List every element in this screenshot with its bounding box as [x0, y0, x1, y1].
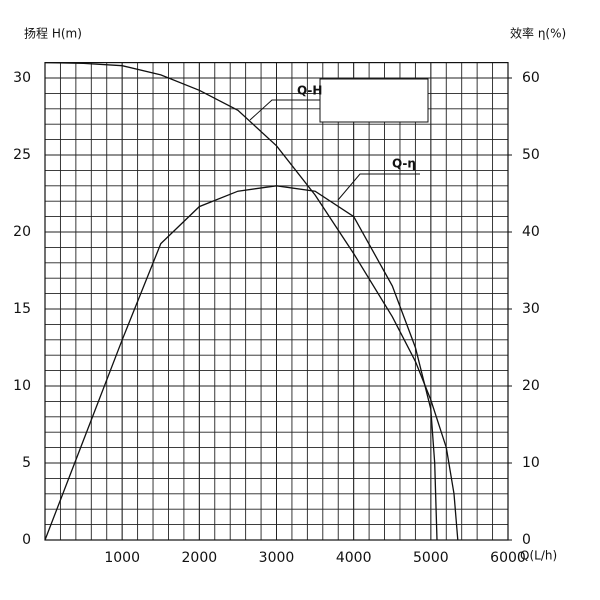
y2-tick-label: 0 [522, 532, 531, 548]
x-tick-label: 3000 [259, 550, 295, 566]
blank-box [319, 78, 429, 123]
leader-line [337, 173, 420, 201]
x-tick-label: 4000 [336, 550, 372, 566]
x-tick-label: 1000 [104, 550, 140, 566]
series-line [44, 61, 459, 541]
y-axis-label: 扬程 H(m) [24, 26, 82, 41]
series-label: Q-H [297, 84, 322, 98]
x-tick-label: 5000 [413, 550, 449, 566]
x-tick-label: 2000 [182, 550, 218, 566]
series-line [44, 185, 438, 541]
y2-tick-label: 60 [522, 70, 540, 86]
leader-line [249, 99, 320, 121]
grid [44, 62, 509, 541]
y2-tick-label: 40 [522, 224, 540, 240]
y-tick-label: 25 [13, 147, 31, 163]
y2-axis-label: 效率 η(%) [510, 26, 566, 41]
plot-border [44, 61, 509, 541]
y-tick-label: 20 [13, 224, 31, 240]
y2-tick-label: 20 [522, 378, 540, 394]
y-tick-label: 15 [13, 301, 31, 317]
y-tick-label: 30 [13, 70, 31, 86]
x-axis-label: Q(L/h) [520, 549, 557, 563]
y2-tick-label: 10 [522, 455, 540, 471]
y-tick-label: 0 [22, 532, 31, 548]
x-tick-label: 6000 [490, 550, 526, 566]
series-label: Q-η [392, 157, 416, 171]
y-tick-label: 10 [13, 378, 31, 394]
y2-tick-label: 50 [522, 147, 540, 163]
y2-tick-label: 30 [522, 301, 540, 317]
y-tick-label: 5 [22, 455, 31, 471]
